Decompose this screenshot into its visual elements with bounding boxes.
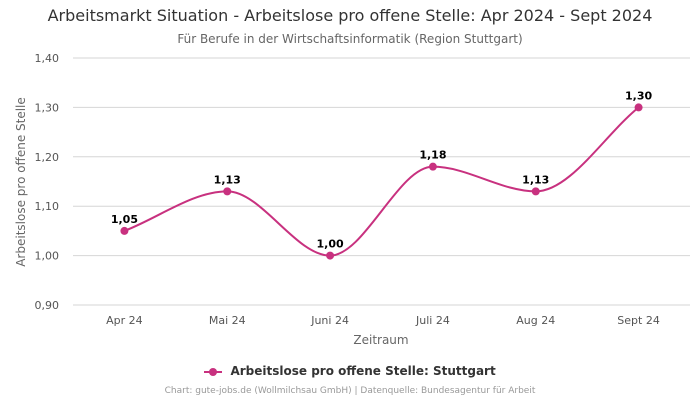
legend-marker [204, 367, 223, 377]
data-label: 1,05 [111, 213, 138, 226]
data-point [634, 103, 643, 112]
y-tick-label: 1,30 [35, 101, 60, 114]
y-tick-labels: 0,90 1,00 1,10 1,20 1,30 1,40 [35, 52, 60, 312]
y-tick-label: 1,10 [35, 200, 60, 213]
data-point [223, 187, 232, 196]
data-point [326, 251, 335, 260]
x-tick-label: Aug 24 [516, 314, 555, 327]
x-tick-label: Juni 24 [310, 314, 349, 327]
series-line [124, 106, 640, 257]
x-axis-title: Zeitraum [353, 333, 408, 347]
x-tick-label: Juli 24 [415, 314, 450, 327]
chart-title: Arbeitsmarkt Situation - Arbeitslose pro… [47, 6, 653, 25]
y-tick-label: 0,90 [35, 299, 60, 312]
y-tick-label: 1,40 [35, 52, 60, 65]
chart-footer: Chart: gute-jobs.de (Wollmilchsau GmbH) … [164, 386, 536, 396]
grid-lines [73, 57, 690, 306]
data-point [120, 226, 129, 235]
x-tick-label: Apr 24 [106, 314, 143, 327]
data-labels: 1,05 1,13 1,00 1,18 1,13 1,30 [111, 89, 653, 250]
series-layer [120, 103, 643, 260]
data-label: 1,30 [625, 89, 652, 102]
y-axis-title: Arbeitslose pro offene Stelle [14, 97, 28, 267]
legend-dot [209, 367, 218, 376]
data-point [428, 162, 437, 171]
x-tick-label: Mai 24 [209, 314, 246, 327]
data-label: 1,18 [419, 149, 446, 162]
legend-label: Arbeitslose pro offene Stelle: Stuttgart [230, 364, 496, 378]
x-tick-labels: Apr 24 Mai 24 Juni 24 Juli 24 Aug 24 Sept 24 [106, 314, 660, 327]
chart-subtitle: Für Berufe in der Wirtschaftsinformatik … [177, 32, 523, 46]
data-label: 1,00 [317, 238, 344, 251]
data-label: 1,13 [522, 173, 549, 186]
y-tick-label: 1,20 [35, 151, 60, 164]
y-tick-label: 1,00 [35, 250, 60, 263]
legend: Arbeitslose pro offene Stelle: Stuttgart [0, 364, 700, 378]
data-point [531, 187, 540, 196]
x-tick-label: Sept 24 [617, 314, 660, 327]
data-label: 1,13 [214, 173, 241, 186]
